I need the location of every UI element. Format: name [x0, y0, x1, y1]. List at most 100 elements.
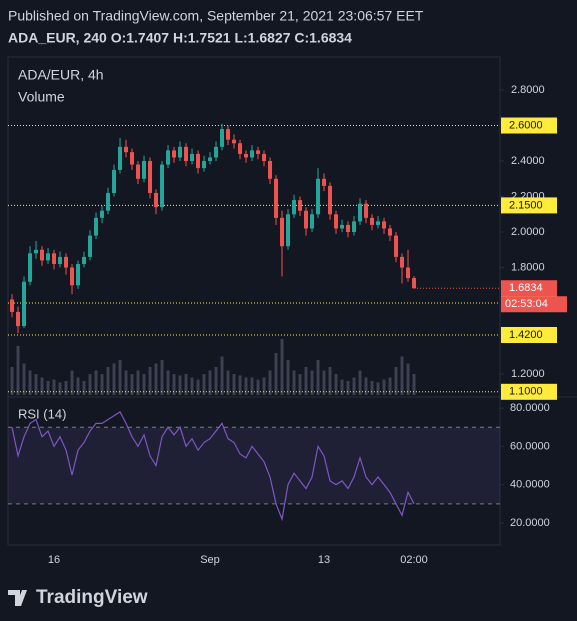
- volume-bar: [76, 377, 80, 395]
- candle-body: [34, 249, 39, 254]
- candle-body: [292, 200, 297, 215]
- level-label-box: [501, 197, 557, 214]
- rsi-tick-label: 60.0000: [510, 440, 550, 452]
- candle-body: [52, 253, 57, 264]
- volume-bar: [262, 377, 266, 395]
- candle-body: [196, 153, 201, 169]
- volume-bar: [202, 374, 206, 395]
- volume-bar: [94, 370, 98, 395]
- candle-body: [226, 129, 231, 140]
- volume-bar: [10, 367, 14, 395]
- candle-body: [370, 217, 375, 225]
- candle-body: [130, 152, 135, 165]
- volume-bar: [166, 370, 170, 395]
- y-tick-label: 2.0000: [511, 226, 545, 238]
- volume-bar: [358, 370, 362, 395]
- volume-bar: [190, 377, 194, 395]
- volume-bar: [292, 370, 296, 395]
- candle-body: [190, 153, 195, 162]
- volume-bar: [346, 381, 350, 395]
- y-tick-label: 2.4000: [511, 155, 545, 167]
- x-tick-label: Sep: [200, 554, 220, 566]
- volume-bar: [160, 360, 164, 395]
- candle-body: [274, 178, 279, 218]
- volume-bar: [70, 370, 74, 395]
- candle-body: [268, 161, 273, 179]
- volume-bar: [304, 367, 308, 395]
- candle-body: [388, 228, 393, 236]
- candle-body: [172, 150, 177, 158]
- volume-bar: [52, 379, 56, 395]
- candle-body: [310, 214, 315, 229]
- published: Published on TradingView.com, September …: [8, 8, 424, 24]
- volume-bar: [268, 370, 272, 395]
- candle-body: [202, 161, 207, 169]
- volume-bar: [274, 353, 278, 395]
- last-price-box: [501, 280, 557, 297]
- volume-bar: [142, 374, 146, 395]
- candle-body: [124, 146, 129, 153]
- candle-body: [364, 203, 369, 218]
- candle-body: [148, 161, 153, 193]
- x-tick-label: 16: [48, 554, 60, 566]
- volume-bar: [280, 339, 284, 395]
- level-label-box: [501, 326, 557, 343]
- candle-body: [400, 256, 405, 268]
- volume-bar: [352, 377, 356, 395]
- candle-body: [88, 235, 93, 257]
- volume-bar: [220, 356, 224, 395]
- volume-bar: [364, 377, 368, 395]
- candle-body: [154, 192, 159, 208]
- volume-bar: [238, 375, 242, 395]
- volume-bar: [376, 382, 380, 395]
- chart-title: ADA/EUR, 4h: [18, 67, 104, 83]
- candle-body: [112, 169, 117, 193]
- volume-bar: [214, 367, 218, 395]
- level-label: 2.6000: [509, 119, 543, 131]
- candle-body: [262, 153, 267, 162]
- volume-bar: [412, 374, 416, 395]
- candle-body: [250, 150, 255, 158]
- candle-body: [346, 224, 351, 233]
- volume-bar: [316, 360, 320, 395]
- volume-bar: [22, 363, 26, 395]
- candle-body: [118, 146, 123, 170]
- candle-body: [106, 192, 111, 211]
- candle-body: [358, 203, 363, 222]
- volume-bar: [184, 374, 188, 395]
- volume-bar: [64, 381, 68, 395]
- rsi-tick-label: 40.0000: [510, 479, 550, 491]
- level-label: 2.1500: [509, 199, 543, 211]
- candle-body: [214, 146, 219, 158]
- candle-body: [100, 210, 105, 218]
- candle-body: [16, 311, 21, 327]
- candle-body: [244, 153, 249, 158]
- candle-body: [76, 263, 81, 286]
- volume-bar: [388, 377, 392, 395]
- volume-bar: [16, 346, 20, 395]
- candle-body: [232, 139, 237, 144]
- candle-body: [178, 146, 183, 158]
- rsi-line: [11, 411, 415, 522]
- volume-bar: [88, 374, 92, 395]
- candle-body: [334, 214, 339, 229]
- volume-bar: [82, 381, 86, 395]
- candle-body: [64, 256, 69, 268]
- candle-body: [82, 256, 87, 264]
- candle-body: [406, 267, 411, 279]
- candle-body: [22, 281, 27, 327]
- volume-bar: [370, 381, 374, 395]
- candle-body: [304, 210, 309, 229]
- volume-bar: [298, 374, 302, 395]
- candle-body: [142, 161, 147, 179]
- candle-body: [340, 224, 345, 229]
- candle-body: [394, 235, 399, 257]
- volume-bar: [130, 374, 134, 395]
- volume-bar: [100, 374, 104, 395]
- volume-bar: [232, 374, 236, 395]
- volume-bar: [250, 377, 254, 395]
- volume-bar: [46, 381, 50, 395]
